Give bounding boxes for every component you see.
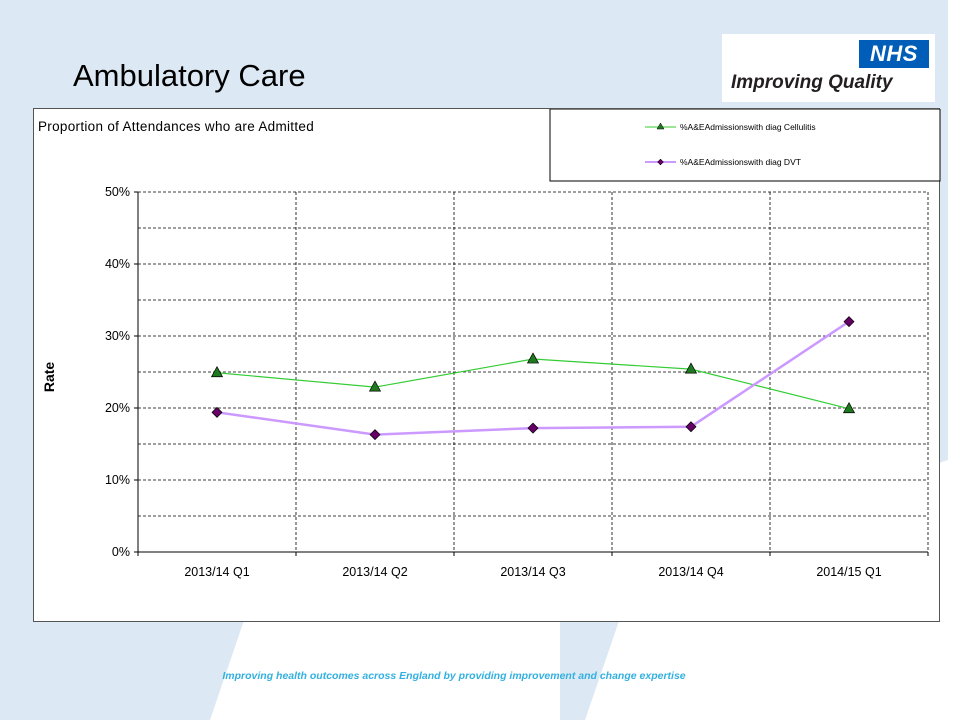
line-chart: Proportion of Attendances who are Admitt… xyxy=(38,109,941,579)
data-point-cellulitis xyxy=(210,365,224,378)
legend: %A&EAdmissionswith diag Cellulitis %A&EA… xyxy=(549,109,941,182)
legend-marker-dvt xyxy=(657,158,664,166)
y-tick-label: 30% xyxy=(105,329,130,343)
data-point-cellulitis xyxy=(842,401,856,414)
legend-marker-cellulitis xyxy=(656,122,665,130)
logo-tagline: Improving Quality xyxy=(731,72,893,93)
x-tick-label: 2013/14 Q2 xyxy=(342,565,407,579)
y-tick-label: 40% xyxy=(105,257,130,271)
data-point-dvt xyxy=(843,316,855,328)
data-point-dvt xyxy=(369,429,381,441)
data-point-cellulitis xyxy=(368,380,382,392)
x-tick-label: 2013/14 Q3 xyxy=(500,565,565,579)
y-tick-label: 10% xyxy=(105,473,130,487)
x-tick-label: 2013/14 Q1 xyxy=(184,565,249,579)
data-point-dvt xyxy=(685,421,697,433)
x-tick-label: 2013/14 Q4 xyxy=(658,565,723,579)
y-axis-label: Rate xyxy=(41,362,57,393)
legend-label-dvt: %A&EAdmissionswith diag DVT xyxy=(680,157,801,167)
x-tick-label: 2014/15 Q1 xyxy=(816,565,881,579)
slide-title: Ambulatory Care xyxy=(73,58,306,93)
y-tick-label: 50% xyxy=(105,185,130,199)
data-point-cellulitis xyxy=(684,362,698,374)
plot-area: 0% 10% 20% 30% 40% 50% 2013/14 Q1 2013/14 Q2 201… xyxy=(105,185,929,579)
data-point-dvt xyxy=(211,406,223,418)
data-point-cellulitis xyxy=(526,352,540,364)
series-line-1 xyxy=(216,320,850,436)
nhs-logo: NHS Improving Quality xyxy=(722,34,935,102)
y-tick-label: 20% xyxy=(105,401,130,415)
legend-label-cellulitis: %A&EAdmissionswith diag Cellulitis xyxy=(680,122,816,132)
y-tick-label: 0% xyxy=(112,545,130,559)
chart-title: Proportion of Attendances who are Admitt… xyxy=(38,119,314,134)
slide-footer: Improving health outcomes across England… xyxy=(222,670,686,682)
nhs-badge: NHS xyxy=(859,40,929,68)
data-point-dvt xyxy=(527,422,539,434)
chart-panel: Proportion of Attendances who are Admitt… xyxy=(33,108,941,622)
legend-box xyxy=(549,109,941,182)
